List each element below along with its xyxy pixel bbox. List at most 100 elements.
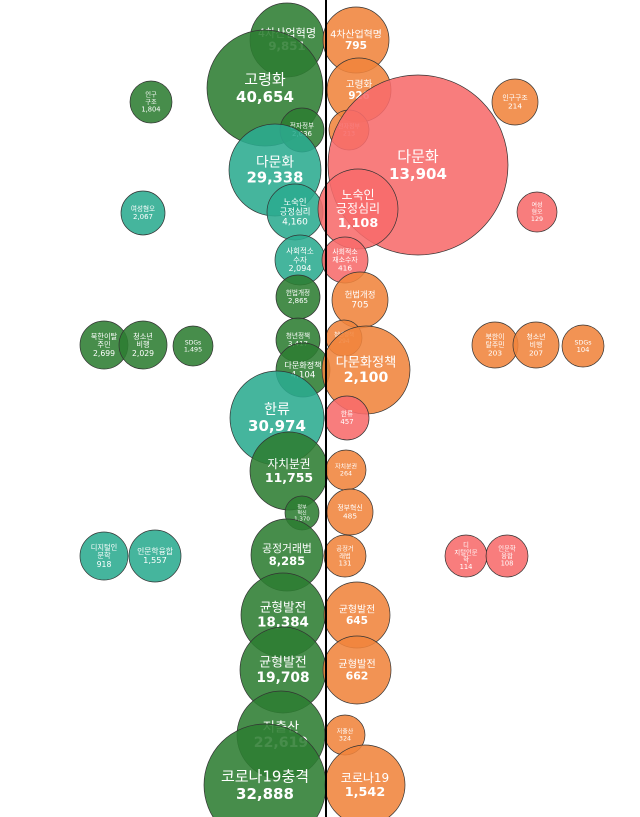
bubble-value: 645	[346, 615, 368, 627]
bubble-value: 4,104	[291, 370, 316, 380]
bubble-value: 705	[351, 301, 368, 311]
bubble-label: 탈주민	[485, 340, 504, 349]
bubble-label: 청소년	[526, 332, 545, 341]
bubble-label: 비행	[530, 340, 543, 349]
bubble-value: 2,094	[289, 264, 312, 273]
bubble-value: 1,804	[141, 105, 160, 113]
bubble-label: 긍정심리	[280, 207, 311, 217]
bubble-value: 29,338	[247, 170, 304, 187]
bubble-label: 학	[463, 555, 469, 564]
bubble-value: 2,067	[133, 213, 153, 221]
bubble-label: 디	[463, 540, 469, 549]
bubble-circle	[128, 529, 182, 583]
bubble-label: 긍정심리	[336, 202, 380, 216]
bubble-value: 214	[508, 101, 522, 110]
bubble-label: 전자정부	[290, 121, 314, 130]
bubble-label: 노숙인	[283, 197, 306, 207]
bubble-label: 여성혐오	[131, 204, 155, 213]
bubble-label: 공정거	[336, 544, 353, 553]
bubble-label: 문학	[97, 551, 111, 560]
bubble-value: 416	[338, 263, 352, 272]
bubble-label: 비행	[136, 340, 149, 349]
bubble-value: 1,495	[184, 346, 202, 354]
bubble-label: 사회적소	[332, 247, 357, 256]
bubble-value: 485	[343, 511, 357, 520]
bubble-label: 자치분권	[267, 457, 310, 471]
bubble-label: 재소수자	[332, 255, 358, 264]
bubble-value: 131	[339, 559, 352, 567]
bubble-circle	[485, 534, 529, 578]
bubble-label: 래법	[339, 551, 351, 560]
bubble-label: 노숙인	[341, 188, 374, 202]
bubble-value: 18,384	[257, 616, 309, 631]
bubble-label: 헌법개정	[286, 288, 310, 297]
bubble-value: 2,029	[132, 349, 154, 358]
bubble-label: SDGs	[185, 339, 201, 346]
bubble-label: 균형발전	[259, 656, 306, 671]
bubble-label: 청소년	[133, 332, 153, 341]
bubble-value: 203	[488, 348, 502, 357]
bubble-label: 코로나19	[341, 771, 389, 785]
bubble-label: 고령화	[346, 78, 373, 90]
bubble-value: 2,865	[288, 297, 308, 305]
bubble-label: 인문학융합	[137, 546, 173, 556]
bubble-label: 주민	[97, 340, 110, 349]
bubble-value: 104	[577, 346, 590, 354]
bubble-circle	[129, 80, 173, 124]
bubble-label: 혁신	[297, 510, 307, 517]
bubble-label: 지털인문	[454, 547, 477, 556]
bubble-label: 정부	[297, 504, 307, 511]
bubble-label: 고령화	[244, 71, 286, 89]
bubble-label: 인구구조	[502, 93, 527, 102]
bubble-label: 인구	[145, 90, 157, 99]
bubble-value: 108	[501, 559, 514, 567]
bubble-label: 수자	[293, 255, 307, 264]
bubble-circle	[323, 534, 367, 578]
bubble-value: 1,542	[345, 785, 385, 800]
bubble-label: 공정거래법	[262, 542, 312, 555]
bubble-circle	[322, 635, 392, 705]
bubble-value: 264	[340, 470, 352, 478]
bubble-label: 다문화정책	[336, 354, 397, 370]
bubble-value: 129	[531, 215, 543, 223]
bubble-label: 한류	[341, 410, 353, 418]
bubble-label: 구조	[145, 98, 157, 106]
bubble-value: 926	[348, 91, 369, 102]
bubble-circle	[491, 78, 539, 126]
bubble-value: 1,370	[294, 517, 310, 523]
bubble-label: 북한이탈	[91, 332, 118, 341]
bubble-label: 다문화	[256, 154, 294, 170]
bubble-value: 11,755	[265, 470, 313, 485]
bubble-value: 918	[97, 560, 112, 569]
bubble-label: 다문화정책	[284, 360, 321, 370]
bubble-label: 균형발전	[338, 658, 376, 670]
bubble-label: 다문화	[397, 148, 439, 166]
bubble-label: 4차산업혁명	[330, 27, 382, 40]
bubble-label: 자치분권	[335, 462, 357, 470]
bubble-label: 디지털인	[91, 543, 117, 552]
bubble-label: 북한이	[485, 332, 504, 341]
bubble-label: 균형발전	[339, 603, 375, 615]
